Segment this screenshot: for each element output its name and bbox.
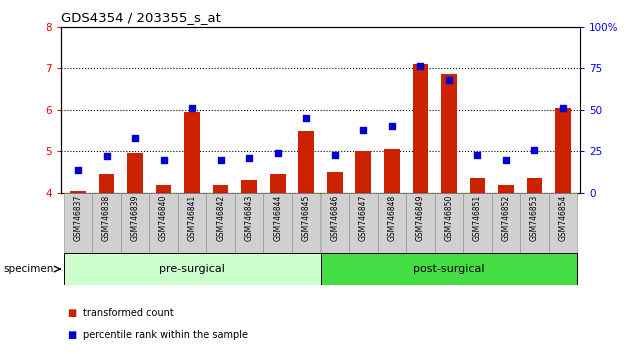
Text: GSM746845: GSM746845 xyxy=(302,195,311,241)
Bar xyxy=(63,193,92,253)
Bar xyxy=(99,174,114,193)
Bar xyxy=(492,193,520,253)
Point xyxy=(387,124,397,129)
Bar xyxy=(206,193,235,253)
Text: specimen: specimen xyxy=(3,264,54,274)
Point xyxy=(301,115,312,121)
Bar xyxy=(527,178,542,193)
Text: ■: ■ xyxy=(67,308,76,318)
Point xyxy=(187,105,197,111)
Bar xyxy=(555,108,571,193)
Point xyxy=(472,152,483,158)
Point xyxy=(73,167,83,172)
Text: GSM746838: GSM746838 xyxy=(102,195,111,241)
Text: GSM746848: GSM746848 xyxy=(387,195,396,241)
Point xyxy=(558,105,568,111)
Point xyxy=(101,154,112,159)
Point xyxy=(329,152,340,158)
Text: GSM746842: GSM746842 xyxy=(216,195,225,241)
Bar xyxy=(441,74,457,193)
Text: GSM746844: GSM746844 xyxy=(273,195,282,241)
Bar xyxy=(263,193,292,253)
Text: GSM746846: GSM746846 xyxy=(330,195,339,241)
Bar xyxy=(92,193,121,253)
Bar xyxy=(121,193,149,253)
Point xyxy=(415,64,426,69)
Text: GSM746850: GSM746850 xyxy=(444,195,453,241)
Bar xyxy=(241,181,257,193)
Text: GSM746847: GSM746847 xyxy=(359,195,368,241)
Point xyxy=(272,150,283,156)
Bar xyxy=(149,193,178,253)
Bar xyxy=(213,185,228,193)
Bar xyxy=(327,172,342,193)
Text: GSM746843: GSM746843 xyxy=(245,195,254,241)
Bar xyxy=(178,193,206,253)
Text: GSM746839: GSM746839 xyxy=(131,195,140,241)
Point xyxy=(501,157,511,162)
Text: pre-surgical: pre-surgical xyxy=(159,264,225,274)
Bar xyxy=(70,191,86,193)
Bar xyxy=(320,193,349,253)
Bar xyxy=(384,149,400,193)
Text: GSM746852: GSM746852 xyxy=(501,195,510,241)
Text: GSM746849: GSM746849 xyxy=(416,195,425,241)
Point xyxy=(529,147,540,153)
Bar xyxy=(435,193,463,253)
Text: ■: ■ xyxy=(67,330,76,339)
Text: GSM746837: GSM746837 xyxy=(74,195,83,241)
Text: GSM746851: GSM746851 xyxy=(473,195,482,241)
Text: transformed count: transformed count xyxy=(83,308,174,318)
Bar xyxy=(235,193,263,253)
Text: percentile rank within the sample: percentile rank within the sample xyxy=(83,330,248,339)
Text: GDS4354 / 203355_s_at: GDS4354 / 203355_s_at xyxy=(61,11,221,24)
Bar xyxy=(270,174,285,193)
Bar xyxy=(520,193,549,253)
Bar xyxy=(292,193,320,253)
Point xyxy=(358,127,369,132)
Bar xyxy=(320,253,578,285)
Bar xyxy=(63,253,320,285)
Text: post-surgical: post-surgical xyxy=(413,264,485,274)
Text: GSM746853: GSM746853 xyxy=(530,195,539,241)
Text: GSM746854: GSM746854 xyxy=(558,195,567,241)
Point xyxy=(215,157,226,162)
Point xyxy=(130,135,140,141)
Bar xyxy=(156,185,171,193)
Point xyxy=(158,157,169,162)
Bar xyxy=(356,152,371,193)
Point xyxy=(244,155,254,161)
Bar xyxy=(349,193,378,253)
Bar xyxy=(299,131,314,193)
Point xyxy=(444,77,454,82)
Bar xyxy=(378,193,406,253)
Bar xyxy=(463,193,492,253)
Bar xyxy=(406,193,435,253)
Bar xyxy=(184,112,200,193)
Bar xyxy=(413,64,428,193)
Bar xyxy=(549,193,578,253)
Bar xyxy=(127,153,143,193)
Bar xyxy=(498,185,514,193)
Text: GSM746841: GSM746841 xyxy=(188,195,197,241)
Bar xyxy=(470,178,485,193)
Text: GSM746840: GSM746840 xyxy=(159,195,168,241)
